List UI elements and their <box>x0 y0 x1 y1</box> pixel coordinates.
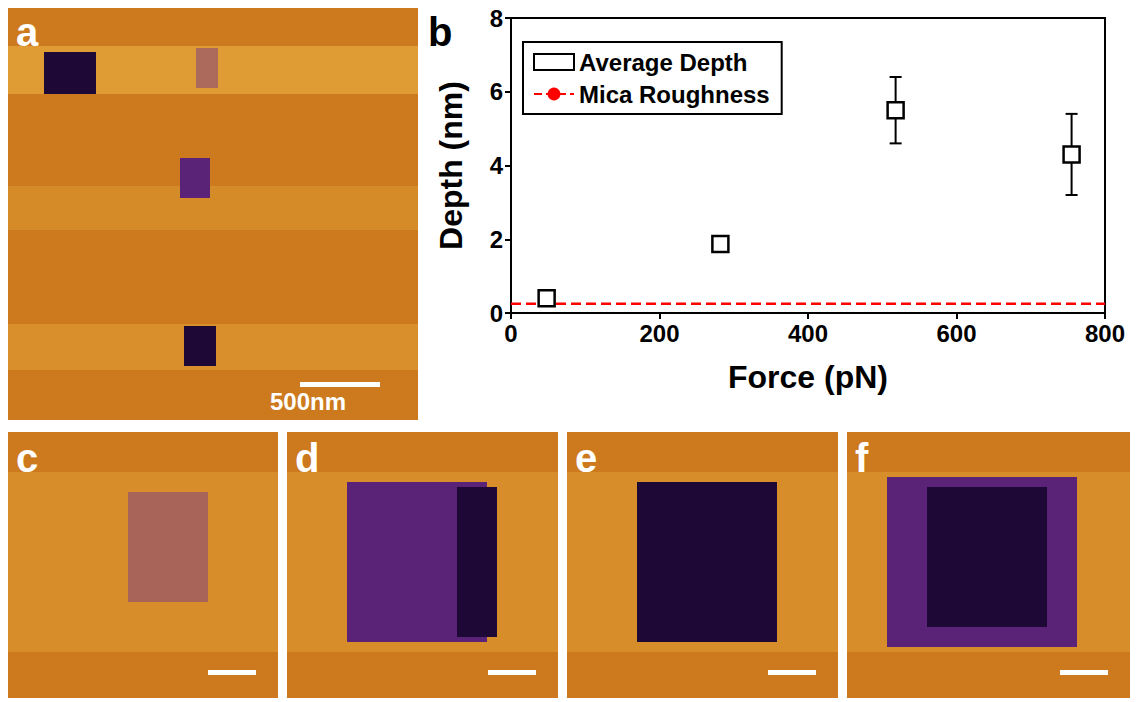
svg-text:8: 8 <box>490 5 503 32</box>
html-text:500nm: 500nm <box>270 388 346 415</box>
svg-text:Mica Roughness: Mica Roughness <box>579 81 770 108</box>
svg-text:800: 800 <box>1085 320 1125 347</box>
html-text:a: a <box>16 10 39 54</box>
html-text:f: f <box>855 436 869 480</box>
svg-text:2: 2 <box>490 226 503 253</box>
html-text:d: d <box>295 436 320 480</box>
svg-text:200: 200 <box>639 320 679 347</box>
svg-text:600: 600 <box>936 320 976 347</box>
svg-text:Average Depth: Average Depth <box>579 49 748 76</box>
svg-text:Depth (nm): Depth (nm) <box>433 81 469 250</box>
svg-text:400: 400 <box>788 320 828 347</box>
html-text:c: c <box>16 436 39 480</box>
html-text:b: b <box>428 10 453 54</box>
svg-text:0: 0 <box>490 300 503 327</box>
svg-text:Force (pN): Force (pN) <box>728 359 888 395</box>
html-text:e: e <box>575 436 598 480</box>
svg-text:4: 4 <box>490 152 504 179</box>
svg-text:6: 6 <box>490 78 503 105</box>
svg-text:0: 0 <box>504 320 517 347</box>
